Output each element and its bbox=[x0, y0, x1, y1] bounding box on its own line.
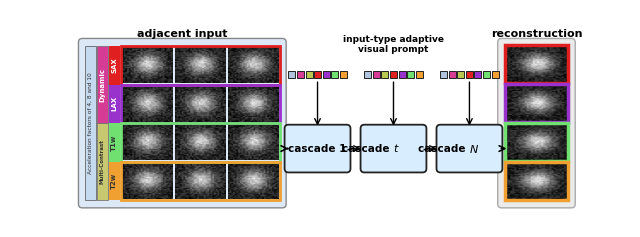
Bar bbox=[505, 45, 568, 83]
Bar bbox=[373, 71, 380, 78]
Text: Multi-Contrast: Multi-Contrast bbox=[100, 139, 105, 184]
Bar bbox=[381, 71, 388, 78]
Bar bbox=[121, 123, 280, 162]
FancyBboxPatch shape bbox=[360, 125, 426, 173]
Bar bbox=[289, 71, 296, 78]
Bar bbox=[415, 71, 422, 78]
Bar bbox=[505, 162, 568, 200]
Text: cascade: cascade bbox=[342, 144, 394, 154]
Text: Dynamic: Dynamic bbox=[99, 68, 106, 102]
FancyBboxPatch shape bbox=[498, 38, 575, 208]
Bar bbox=[228, 86, 279, 122]
Bar bbox=[175, 47, 226, 83]
Text: $N$: $N$ bbox=[469, 143, 479, 155]
Bar bbox=[449, 71, 456, 78]
Bar bbox=[483, 71, 490, 78]
Bar bbox=[458, 71, 465, 78]
Bar bbox=[175, 124, 226, 160]
Bar bbox=[228, 47, 279, 83]
Bar bbox=[121, 46, 280, 85]
Text: Acceleration factors of 4, 8 and 10: Acceleration factors of 4, 8 and 10 bbox=[88, 72, 93, 174]
Bar bbox=[109, 162, 120, 200]
Bar bbox=[407, 71, 414, 78]
Text: reconstruction: reconstruction bbox=[491, 29, 582, 39]
Bar bbox=[505, 123, 568, 161]
Text: input-type adaptive
visual prompt: input-type adaptive visual prompt bbox=[343, 35, 444, 54]
Bar bbox=[399, 71, 406, 78]
Bar bbox=[84, 46, 96, 200]
FancyBboxPatch shape bbox=[79, 38, 286, 208]
Bar bbox=[122, 124, 173, 160]
Text: SAX: SAX bbox=[111, 58, 117, 73]
FancyBboxPatch shape bbox=[285, 125, 351, 173]
Bar bbox=[228, 163, 279, 199]
Bar bbox=[331, 71, 338, 78]
Text: adjacent input: adjacent input bbox=[137, 29, 228, 39]
Bar bbox=[466, 71, 473, 78]
Bar bbox=[364, 71, 371, 78]
Bar bbox=[109, 46, 120, 85]
Bar bbox=[122, 86, 173, 122]
Bar bbox=[440, 71, 447, 78]
Text: cascade: cascade bbox=[419, 144, 469, 154]
Bar bbox=[474, 71, 481, 78]
Bar bbox=[97, 123, 108, 200]
FancyBboxPatch shape bbox=[436, 125, 502, 173]
Bar bbox=[109, 85, 120, 123]
Bar bbox=[121, 85, 280, 123]
Bar bbox=[122, 47, 173, 83]
Text: T1w: T1w bbox=[111, 134, 117, 150]
Bar bbox=[305, 71, 312, 78]
Bar bbox=[175, 163, 226, 199]
Bar bbox=[109, 123, 120, 162]
Text: cascade 1: cascade 1 bbox=[289, 144, 347, 154]
Text: LAX: LAX bbox=[111, 96, 117, 111]
Bar bbox=[121, 162, 280, 200]
Bar bbox=[122, 163, 173, 199]
Bar bbox=[492, 71, 499, 78]
Bar bbox=[505, 84, 568, 122]
Bar bbox=[228, 124, 279, 160]
Bar bbox=[97, 46, 108, 123]
Bar bbox=[314, 71, 321, 78]
Bar bbox=[390, 71, 397, 78]
Text: t: t bbox=[394, 144, 398, 154]
Bar bbox=[323, 71, 330, 78]
Bar bbox=[297, 71, 304, 78]
Bar bbox=[340, 71, 347, 78]
Text: T2w: T2w bbox=[111, 173, 117, 189]
Bar bbox=[175, 86, 226, 122]
